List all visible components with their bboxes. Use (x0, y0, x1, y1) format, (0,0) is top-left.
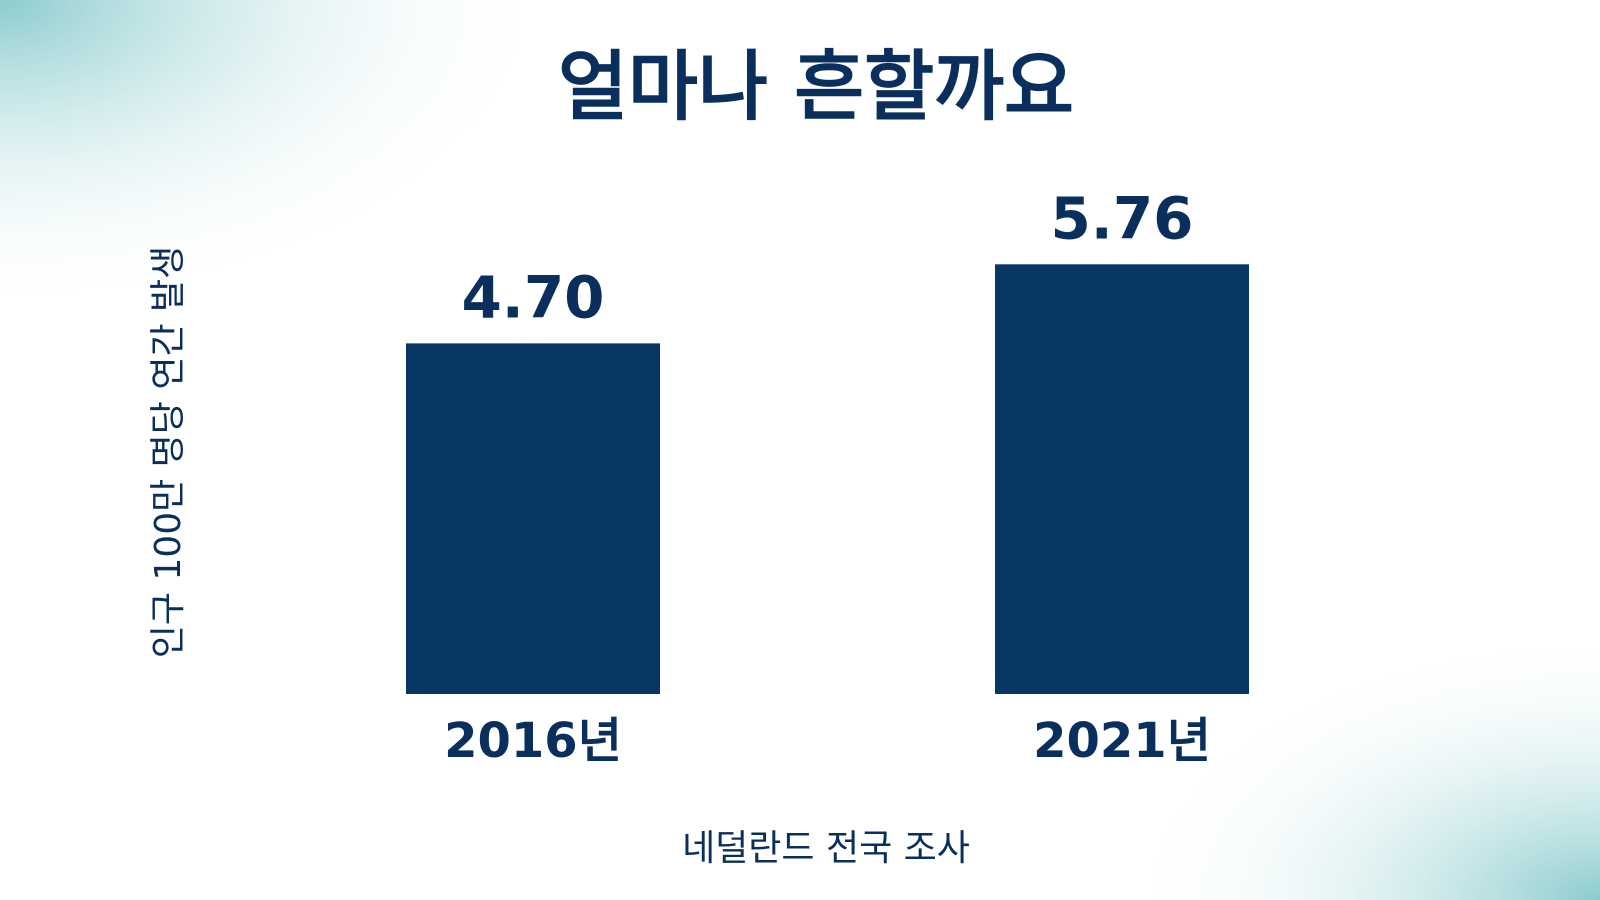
y-axis-label: 인구 100만 명당 연간 발생 (148, 246, 189, 659)
x-tick-label: 2021년 (1033, 713, 1211, 769)
chart-title: 얼마나 흔할까요 (558, 42, 1074, 131)
bar (406, 343, 660, 694)
note: 네덜란드 전국 조사 (682, 828, 970, 869)
x-tick-label: 2016년 (444, 713, 622, 769)
value-label: 5.76 (1050, 184, 1193, 252)
bar (995, 264, 1249, 694)
value-label: 4.70 (461, 263, 604, 331)
